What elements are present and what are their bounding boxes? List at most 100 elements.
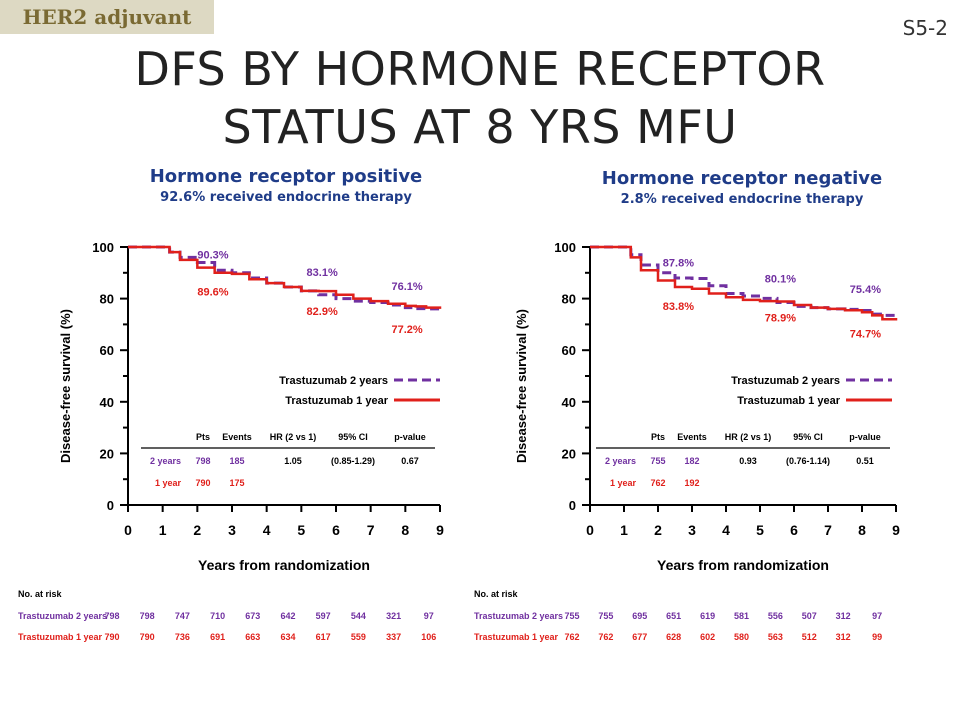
p1-at-risk-value: 312 xyxy=(836,632,851,642)
p1-at-risk-value: 755 xyxy=(564,611,579,621)
p0-hr-cell: 185 xyxy=(229,456,244,466)
p1-x-tick-label: 1 xyxy=(620,522,628,538)
p0-at-risk-value: 337 xyxy=(386,632,401,642)
p1-annotation: 87.8% xyxy=(663,257,694,269)
slide-title: DFS BY HORMONE RECEPTOR STATUS AT 8 YRS … xyxy=(0,40,960,156)
p0-y-tick-label: 80 xyxy=(100,292,114,307)
p0-hr-cell: 175 xyxy=(229,478,244,488)
panel-left-title: Hormone receptor positive xyxy=(149,166,423,187)
title-line-2: STATUS AT 8 YRS MFU xyxy=(222,100,738,154)
title-line-1: DFS BY HORMONE RECEPTOR xyxy=(134,42,826,96)
p0-at-risk-value: 798 xyxy=(104,611,119,621)
p0-x-tick-label: 8 xyxy=(401,522,409,538)
p0-hr-header: p-value xyxy=(394,432,426,442)
p1-hr-header: Pts xyxy=(651,432,665,442)
p1-hr-header: p-value xyxy=(849,432,881,442)
p0-annotation: 76.1% xyxy=(391,281,422,293)
p1-x-tick-label: 9 xyxy=(892,522,900,538)
p0-hr-cell: 798 xyxy=(195,456,210,466)
p1-y-tick-label: 20 xyxy=(562,446,576,461)
p0-at-risk-label: No. at risk xyxy=(18,589,63,599)
panel-left-subtitle: 92.6% received endocrine therapy xyxy=(160,190,412,205)
p1-hr-row-label: 1 year xyxy=(610,478,637,488)
p1-at-risk-value: 677 xyxy=(632,632,647,642)
p0-at-risk-value: 790 xyxy=(140,632,155,642)
p1-hr-cell: 0.51 xyxy=(856,456,874,466)
p0-x-tick-label: 3 xyxy=(228,522,236,538)
p0-at-risk-value: 747 xyxy=(175,611,190,621)
p1-at-risk-value: 581 xyxy=(734,611,749,621)
p0-hr-cell: 790 xyxy=(195,478,210,488)
p0-at-risk-value: 642 xyxy=(280,611,295,621)
p1-hr-cell: 0.93 xyxy=(739,456,757,466)
p1-y-tick-label: 60 xyxy=(562,343,576,358)
p0-x-tick-label: 4 xyxy=(263,522,271,538)
p1-at-risk-value: 312 xyxy=(836,611,851,621)
p0-at-risk-value: 663 xyxy=(245,632,260,642)
p0-at-risk-value: 321 xyxy=(386,611,401,621)
p0-at-risk-value: 710 xyxy=(210,611,225,621)
p1-legend-two-year-label: Trastuzumab 2 years xyxy=(731,375,840,387)
p0-hr-cell: (0.85-1.29) xyxy=(331,456,375,466)
p0-series-one-year-line xyxy=(128,245,442,309)
p1-hr-cell: 762 xyxy=(650,478,665,488)
p1-series-one-year-line xyxy=(590,245,898,321)
p0-legend-two-year-label: Trastuzumab 2 years xyxy=(279,375,388,387)
p1-x-tick-label: 6 xyxy=(790,522,798,538)
p1-x-tick-label: 8 xyxy=(858,522,866,538)
p0-x-tick-label: 7 xyxy=(367,522,375,538)
p0-at-risk-value: 634 xyxy=(280,632,295,642)
p0-y-tick-label: 40 xyxy=(100,395,114,410)
p0-legend-one-year-label: Trastuzumab 1 year xyxy=(285,395,388,407)
p1-y-tick-label: 100 xyxy=(554,240,576,255)
p1-at-risk-value: 580 xyxy=(734,632,749,642)
p0-x-tick-label: 1 xyxy=(159,522,167,538)
p1-hr-header: Events xyxy=(677,432,707,442)
p0-x-axis-label: Years from randomization xyxy=(198,557,370,573)
p1-at-risk-value: 619 xyxy=(700,611,715,621)
panel-right-subtitle: 2.8% received endocrine therapy xyxy=(620,192,864,207)
p1-y-tick-label: 40 xyxy=(562,395,576,410)
p1-x-tick-label: 4 xyxy=(722,522,730,538)
p1-at-risk-row-label: Trastuzumab 1 year xyxy=(474,632,559,642)
p1-y-tick-label: 0 xyxy=(569,498,576,513)
p1-at-risk-row-label: Trastuzumab 2 years xyxy=(474,611,563,621)
p1-annotation: 80.1% xyxy=(765,273,796,285)
p0-hr-row-label: 2 years xyxy=(150,456,181,466)
p0-at-risk-value: 673 xyxy=(245,611,260,621)
p0-hr-row-label: 1 year xyxy=(155,478,182,488)
p1-at-risk-label: No. at risk xyxy=(474,589,519,599)
p0-y-tick-label: 100 xyxy=(92,240,114,255)
p0-at-risk-value: 691 xyxy=(210,632,225,642)
p0-at-risk-value: 97 xyxy=(424,611,434,621)
p0-at-risk-value: 617 xyxy=(316,632,331,642)
p0-hr-header: Events xyxy=(222,432,252,442)
p1-at-risk-value: 99 xyxy=(872,632,882,642)
p0-at-risk-value: 597 xyxy=(316,611,331,621)
p0-y-tick-label: 0 xyxy=(107,498,114,513)
p1-hr-cell: 182 xyxy=(684,456,699,466)
p0-annotation: 90.3% xyxy=(197,250,228,262)
p1-hr-row-label: 2 years xyxy=(605,456,636,466)
p0-hr-header: HR (2 vs 1) xyxy=(270,432,317,442)
p0-x-tick-label: 5 xyxy=(297,522,305,538)
p1-hr-cell: (0.76-1.14) xyxy=(786,456,830,466)
p0-hr-cell: 1.05 xyxy=(284,456,302,466)
p0-annotation: 77.2% xyxy=(391,324,422,336)
p0-annotation: 89.6% xyxy=(197,287,228,299)
p0-hr-cell: 0.67 xyxy=(401,456,419,466)
p0-hr-header: Pts xyxy=(196,432,210,442)
p1-at-risk-value: 556 xyxy=(768,611,783,621)
p1-at-risk-value: 762 xyxy=(598,632,613,642)
p0-annotation: 82.9% xyxy=(307,306,338,318)
p0-annotation: 83.1% xyxy=(307,267,338,279)
section-tag: HER2 adjuvant xyxy=(0,0,214,34)
p1-at-risk-value: 755 xyxy=(598,611,613,621)
p0-series-two-year-line xyxy=(128,245,440,311)
p1-x-axis-label: Years from randomization xyxy=(657,557,829,573)
p1-at-risk-value: 512 xyxy=(802,632,817,642)
p1-hr-header: 95% CI xyxy=(793,432,823,442)
p1-legend-one-year-label: Trastuzumab 1 year xyxy=(737,395,840,407)
p1-annotation: 75.4% xyxy=(850,284,881,296)
